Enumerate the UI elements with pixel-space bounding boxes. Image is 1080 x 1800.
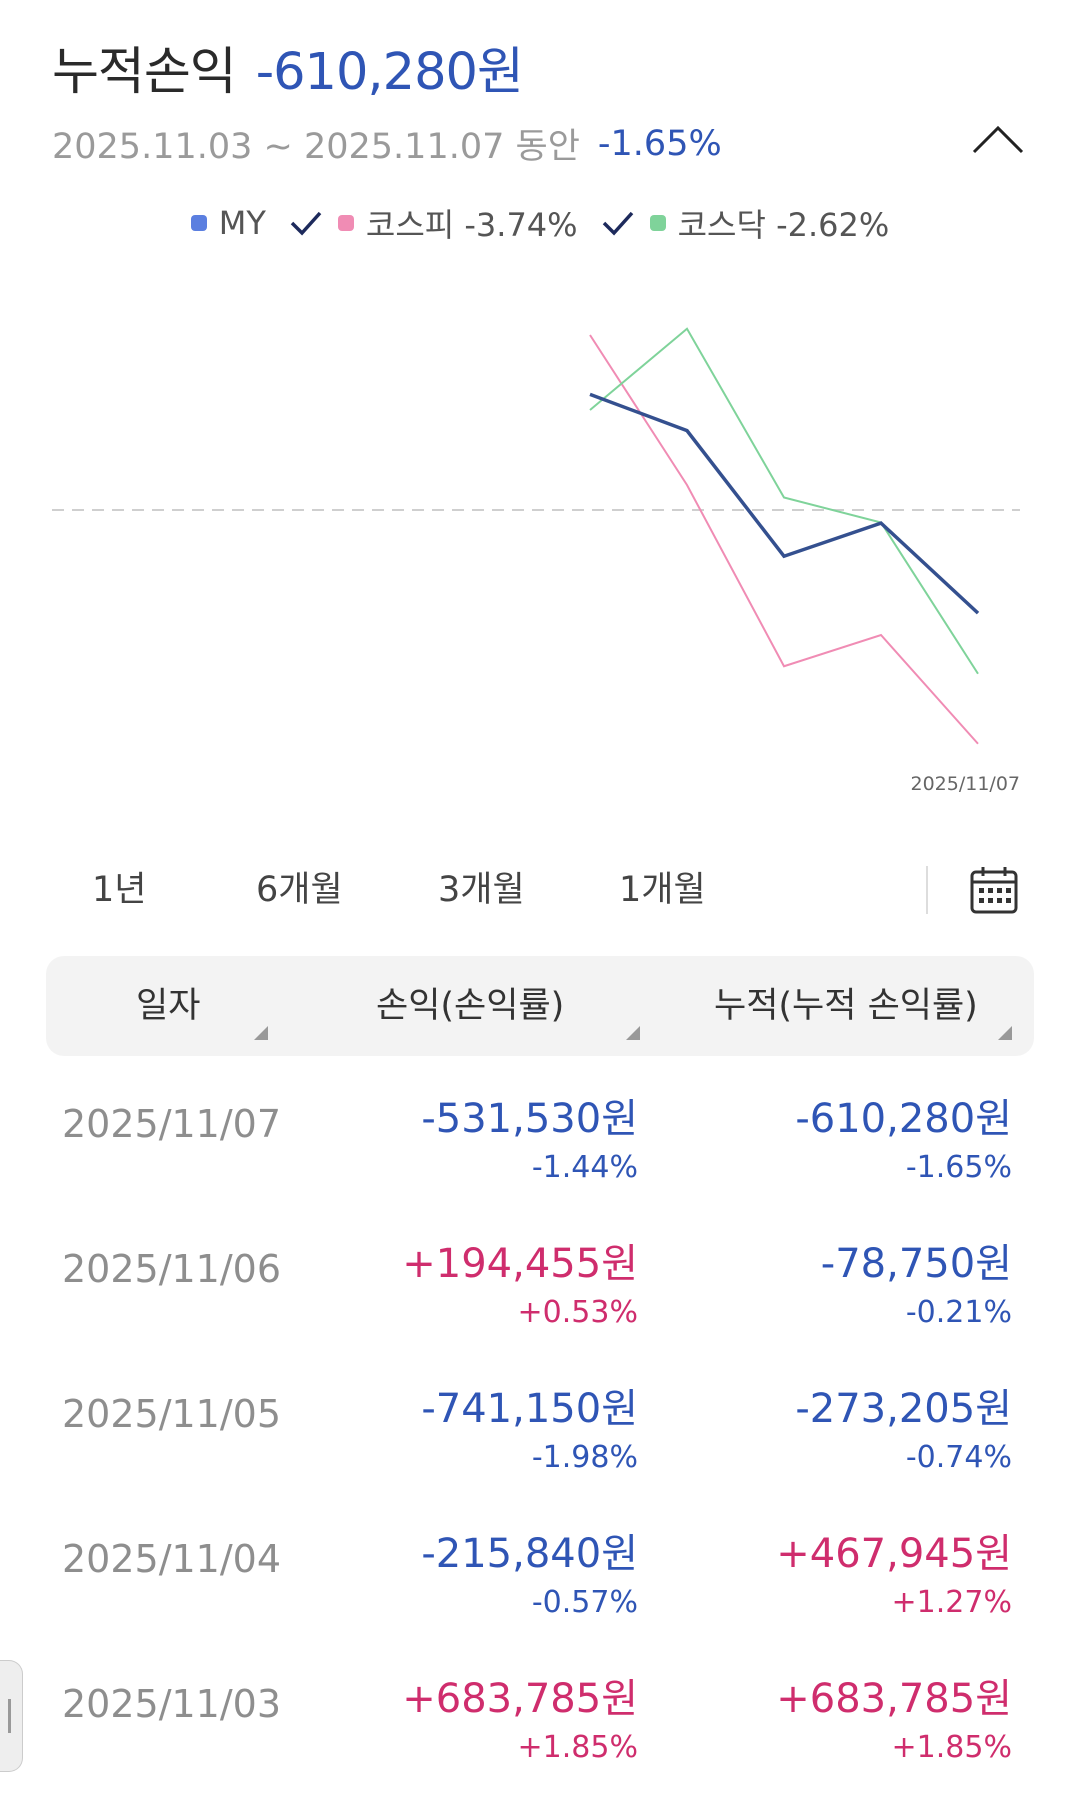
row-date: 2025/11/03	[62, 1682, 282, 1726]
legend-label-kospi: 코스피 -3.74%	[365, 206, 578, 244]
check-icon[interactable]	[286, 203, 326, 243]
series-line-my	[589, 392, 980, 615]
column-header-cumulative[interactable]: 누적(누적 손익률)	[714, 986, 978, 1026]
total-profit-value: -610,280원	[255, 43, 524, 102]
table-row[interactable]: 2025/11/06 +194,455원 +0.53% -78,750원 -0.21%	[0, 1213, 1080, 1353]
row-daily-pnl-amount: +194,455원	[402, 1241, 638, 1287]
row-daily-pnl: -531,530원 -1.44%	[421, 1086, 638, 1185]
divider	[926, 866, 928, 914]
row-cumulative-pnl-rate: +1.27%	[891, 1585, 1012, 1620]
legend-label-my: MY	[218, 204, 266, 242]
table-row[interactable]: 2025/11/03 +683,785원 +1.85% +683,785원 +1.85%	[0, 1648, 1080, 1788]
range-1y-button[interactable]: 1년	[92, 870, 147, 910]
row-cumulative-pnl-rate: -0.74%	[905, 1440, 1012, 1475]
table-header: 일자 손익(손익률) 누적(누적 손익률)	[46, 956, 1034, 1056]
row-cumulative-pnl-rate: -1.65%	[905, 1150, 1012, 1185]
page-title: 누적손익	[52, 43, 237, 102]
row-cumulative-pnl: +683,785원 +1.85%	[776, 1666, 1012, 1765]
row-date: 2025/11/07	[62, 1102, 282, 1146]
x-axis-end-label: 2025/11/07	[910, 773, 1020, 795]
row-daily-pnl: +683,785원 +1.85%	[402, 1666, 638, 1765]
row-cumulative-pnl-amount: +683,785원	[776, 1676, 1012, 1722]
range-6m-button[interactable]: 6개월	[256, 870, 343, 910]
profit-line-chart: 2025/11/07	[52, 327, 1020, 795]
row-date: 2025/11/04	[62, 1537, 282, 1581]
table-row[interactable]: 2025/11/04 -215,840원 -0.57% +467,945원 +1.27%	[0, 1503, 1080, 1643]
row-daily-pnl-rate: -1.98%	[531, 1440, 638, 1475]
row-daily-pnl-rate: +1.85%	[517, 1730, 638, 1765]
period-range: 2025.11.03 ~ 2025.11.07 동안	[52, 127, 580, 167]
row-daily-pnl: -741,150원 -1.98%	[421, 1376, 638, 1475]
period-return-pct: -1.65%	[597, 123, 722, 164]
range-1m-button[interactable]: 1개월	[619, 870, 706, 910]
row-cumulative-pnl: -610,280원 -1.65%	[795, 1086, 1012, 1185]
legend-label-kosdaq: 코스닥 -2.62%	[677, 206, 890, 244]
legend-item-kospi: 코스피 -3.74%	[337, 200, 578, 246]
period-selector: 1년 6개월 3개월 1개월	[0, 850, 1080, 930]
side-drawer-handle[interactable]	[0, 1660, 23, 1772]
row-daily-pnl-amount: -531,530원	[421, 1096, 638, 1142]
row-daily-pnl-amount: +683,785원	[402, 1676, 638, 1722]
row-cumulative-pnl-amount: +467,945원	[776, 1531, 1012, 1577]
check-icon[interactable]	[598, 203, 638, 243]
row-daily-pnl-rate: -1.44%	[531, 1150, 638, 1185]
sort-icon[interactable]	[998, 1026, 1012, 1040]
series-line-kosdaq	[589, 327, 979, 675]
chevron-up-icon[interactable]	[968, 110, 1028, 170]
row-date: 2025/11/05	[62, 1392, 282, 1436]
row-cumulative-pnl: -78,750원 -0.21%	[821, 1231, 1012, 1330]
row-daily-pnl-rate: +0.53%	[517, 1295, 638, 1330]
row-cumulative-pnl-amount: -273,205원	[795, 1386, 1012, 1432]
sort-icon[interactable]	[254, 1026, 268, 1040]
row-cumulative-pnl: +467,945원 +1.27%	[776, 1521, 1012, 1620]
row-daily-pnl-amount: -741,150원	[421, 1386, 638, 1432]
series-line-kospi	[589, 334, 979, 745]
row-cumulative-pnl-rate: -0.21%	[905, 1295, 1012, 1330]
summary-header: 누적손익 -610,280원 2025.11.03 ~ 2025.11.07 동…	[52, 30, 1028, 169]
range-3m-button[interactable]: 3개월	[438, 870, 525, 910]
row-cumulative-pnl-amount: -610,280원	[795, 1096, 1012, 1142]
legend-swatch-kospi	[337, 215, 354, 231]
column-header-date[interactable]: 일자	[136, 986, 201, 1026]
row-daily-pnl: +194,455원 +0.53%	[402, 1231, 638, 1330]
row-daily-pnl-rate: -0.57%	[531, 1585, 638, 1620]
chart-legend: MY 코스피 -3.74% 코스닥 -2.62%	[0, 200, 1080, 246]
sort-icon[interactable]	[626, 1026, 640, 1040]
row-date: 2025/11/06	[62, 1247, 282, 1291]
row-cumulative-pnl-rate: +1.85%	[891, 1730, 1012, 1765]
legend-swatch-my	[190, 215, 207, 231]
legend-item-my: MY	[190, 204, 266, 242]
table-row[interactable]: 2025/11/07 -531,530원 -1.44% -610,280원 -1.65%	[0, 1068, 1080, 1208]
row-daily-pnl-amount: -215,840원	[421, 1531, 638, 1577]
row-cumulative-pnl: -273,205원 -0.74%	[795, 1376, 1012, 1475]
legend-item-kosdaq: 코스닥 -2.62%	[649, 200, 890, 246]
legend-swatch-kosdaq	[649, 215, 666, 231]
calendar-icon[interactable]	[966, 862, 1022, 918]
table-row[interactable]: 2025/11/05 -741,150원 -1.98% -273,205원 -0.74%	[0, 1358, 1080, 1498]
column-header-pnl[interactable]: 손익(손익률)	[376, 986, 565, 1026]
row-daily-pnl: -215,840원 -0.57%	[421, 1521, 638, 1620]
row-cumulative-pnl-amount: -78,750원	[820, 1241, 1012, 1287]
